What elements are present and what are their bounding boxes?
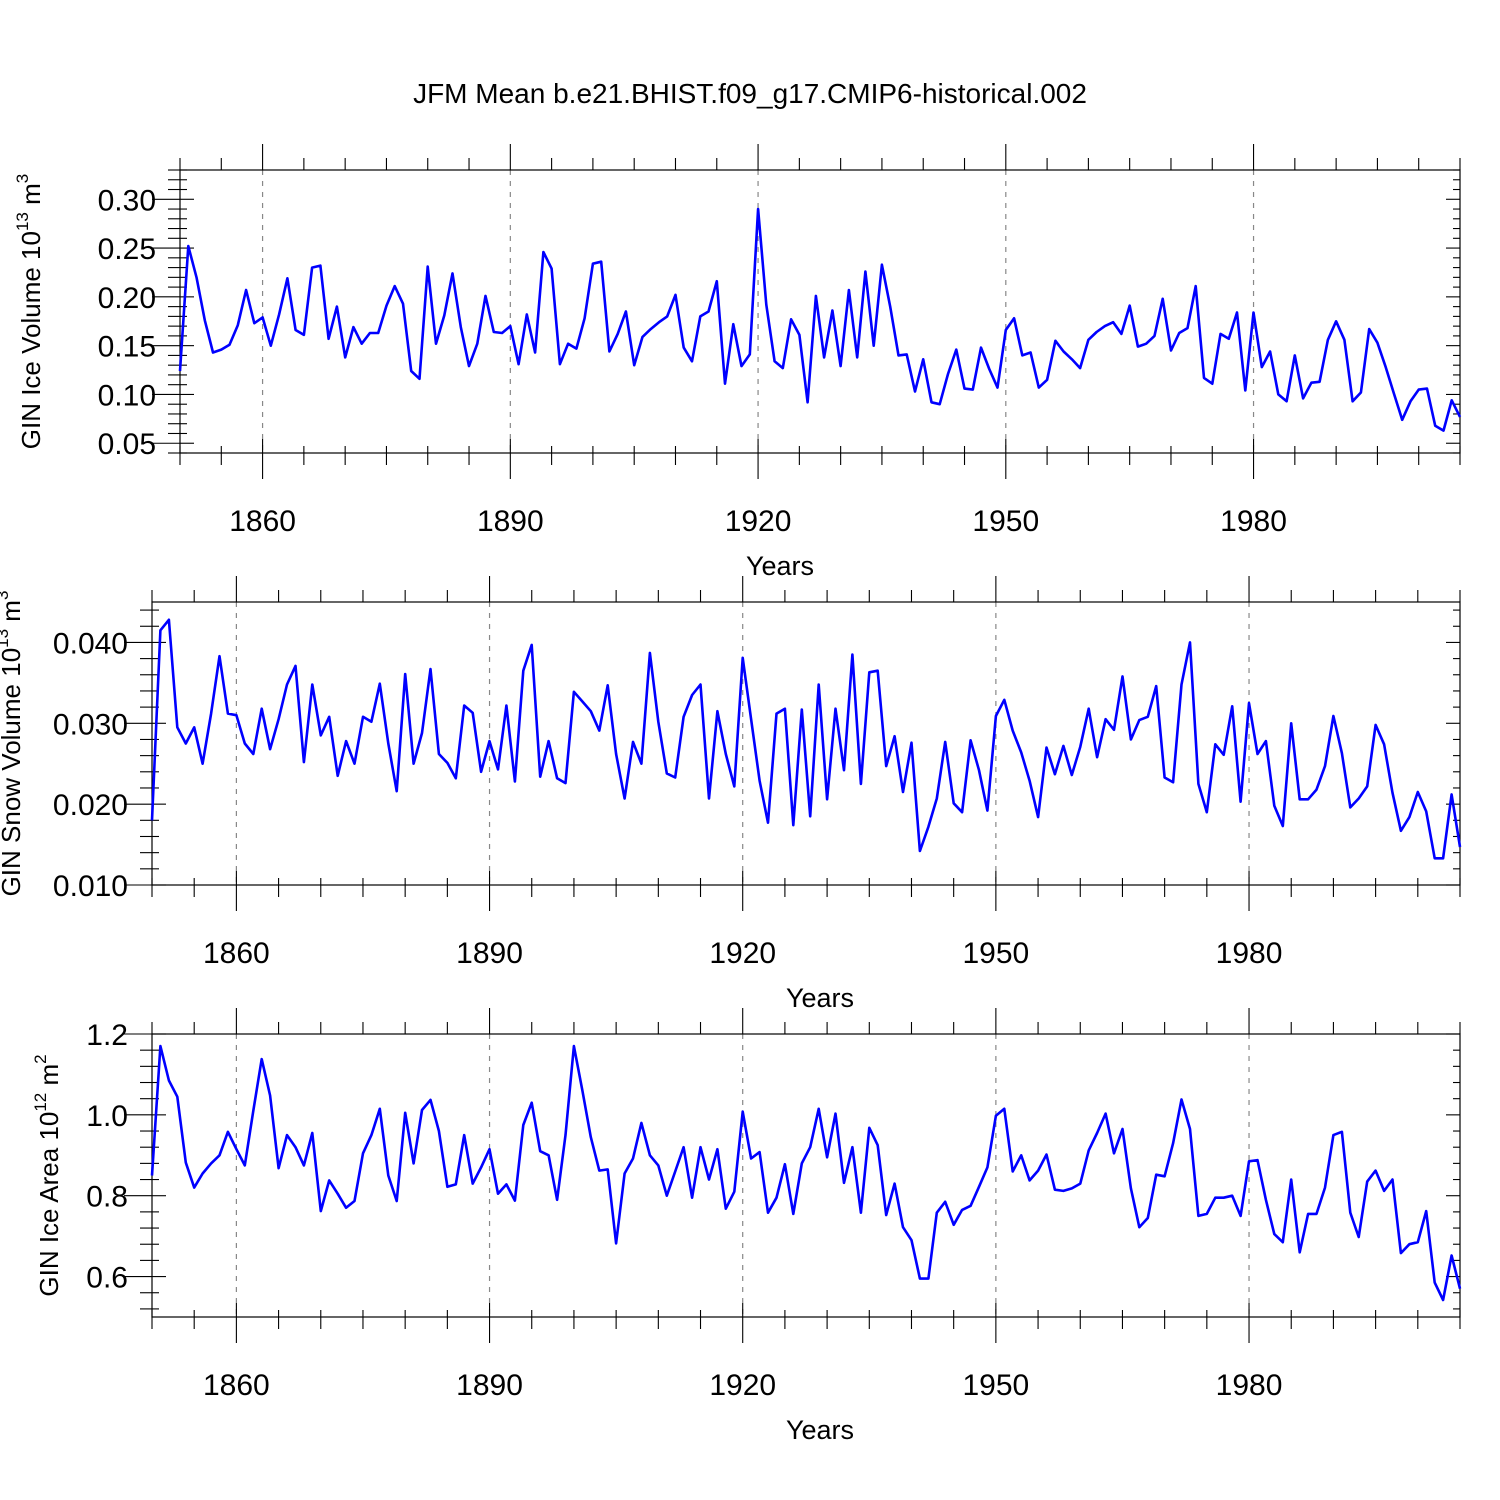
y-tick-label: 1.2 xyxy=(86,1019,128,1052)
y-axis-title-unit: m xyxy=(16,183,46,212)
x-tick-label: 1860 xyxy=(203,1369,270,1402)
y-axis-title-unit-exponent: 3 xyxy=(0,591,12,600)
chart-panel-2: 0.010 0.020 0.030 0.040 1860 1890 1920 1950 1980… xyxy=(0,576,1462,1013)
y-axis-title: GIN Snow Volume 1013 m3 xyxy=(0,591,26,897)
x-tick-label: 1860 xyxy=(229,505,296,538)
plot-frame xyxy=(151,601,1461,886)
chart-panel-3: 0.6 0.8 1.0 1.2 1860 1890 1920 1950 1980 Years GIN… xyxy=(31,1008,1462,1445)
x-tick-label: 1980 xyxy=(1216,1369,1283,1402)
y-tick-label: 0.20 xyxy=(98,282,156,315)
y-tick-label: 0.8 xyxy=(86,1181,128,1214)
x-tick-label: 1860 xyxy=(203,937,270,970)
x-tick-label: 1890 xyxy=(456,937,523,970)
data-series-line xyxy=(150,1044,1462,1302)
x-tick-label: 1920 xyxy=(725,505,792,538)
x-tick-label: 1890 xyxy=(456,1369,523,1402)
x-tick-label: 1980 xyxy=(1216,937,1283,970)
y-tick-label: 0.10 xyxy=(98,379,156,412)
y-tick-label: 0.040 xyxy=(53,627,128,660)
y-axis-title-text: GIN Ice Volume 10 xyxy=(16,231,46,449)
chart-panel-1: 0.05 0.10 0.15 0.20 0.25 0.30 1860 1890 1920 1950… xyxy=(13,144,1462,581)
y-tick-label: 0.010 xyxy=(53,870,128,903)
y-tick-label: 0.6 xyxy=(86,1262,128,1295)
y-tick-label: 0.020 xyxy=(53,789,128,822)
y-axis-title-text: GIN Ice Area 10 xyxy=(34,1112,64,1297)
y-tick-label: 0.15 xyxy=(98,331,156,364)
x-tick-label: 1950 xyxy=(972,505,1039,538)
plot-frame xyxy=(179,169,1461,454)
y-axis-title-unit: m xyxy=(34,1064,64,1093)
data-series-line xyxy=(178,207,1462,432)
y-axis-title-unit: m xyxy=(0,600,26,629)
y-axis-title-exponent: 13 xyxy=(13,212,32,231)
y-axis-title-exponent: 13 xyxy=(0,629,12,648)
x-tick-label: 1920 xyxy=(709,1369,776,1402)
x-tick-label: 1950 xyxy=(962,1369,1029,1402)
y-axis-title-exponent: 12 xyxy=(31,1093,50,1112)
y-tick-label: 1.0 xyxy=(86,1100,128,1133)
x-tick-label: 1950 xyxy=(962,937,1029,970)
x-tick-label: 1980 xyxy=(1220,505,1287,538)
y-axis-title-unit-exponent: 3 xyxy=(13,174,32,183)
y-axis-title-text: GIN Snow Volume 10 xyxy=(0,648,26,897)
plot-frame xyxy=(151,1033,1461,1318)
x-axis-title: Years xyxy=(786,1415,854,1445)
x-axis-title: Years xyxy=(786,983,854,1013)
chart-title: JFM Mean b.e21.BHIST.f09_g17.CMIP6-histo… xyxy=(413,78,1087,109)
y-axis-title: GIN Ice Area 1012 m2 xyxy=(31,1054,64,1296)
y-tick-label: 0.25 xyxy=(98,233,156,266)
x-tick-label: 1890 xyxy=(477,505,544,538)
y-axis-title: GIN Ice Volume 1013 m3 xyxy=(13,174,46,450)
data-series-line xyxy=(150,618,1462,860)
y-axis-title-unit-exponent: 2 xyxy=(31,1054,50,1063)
y-tick-label: 0.030 xyxy=(53,708,128,741)
y-tick-label: 0.30 xyxy=(98,184,156,217)
x-axis-title: Years xyxy=(746,551,814,581)
y-tick-label: 0.05 xyxy=(98,428,156,461)
x-tick-label: 1920 xyxy=(709,937,776,970)
